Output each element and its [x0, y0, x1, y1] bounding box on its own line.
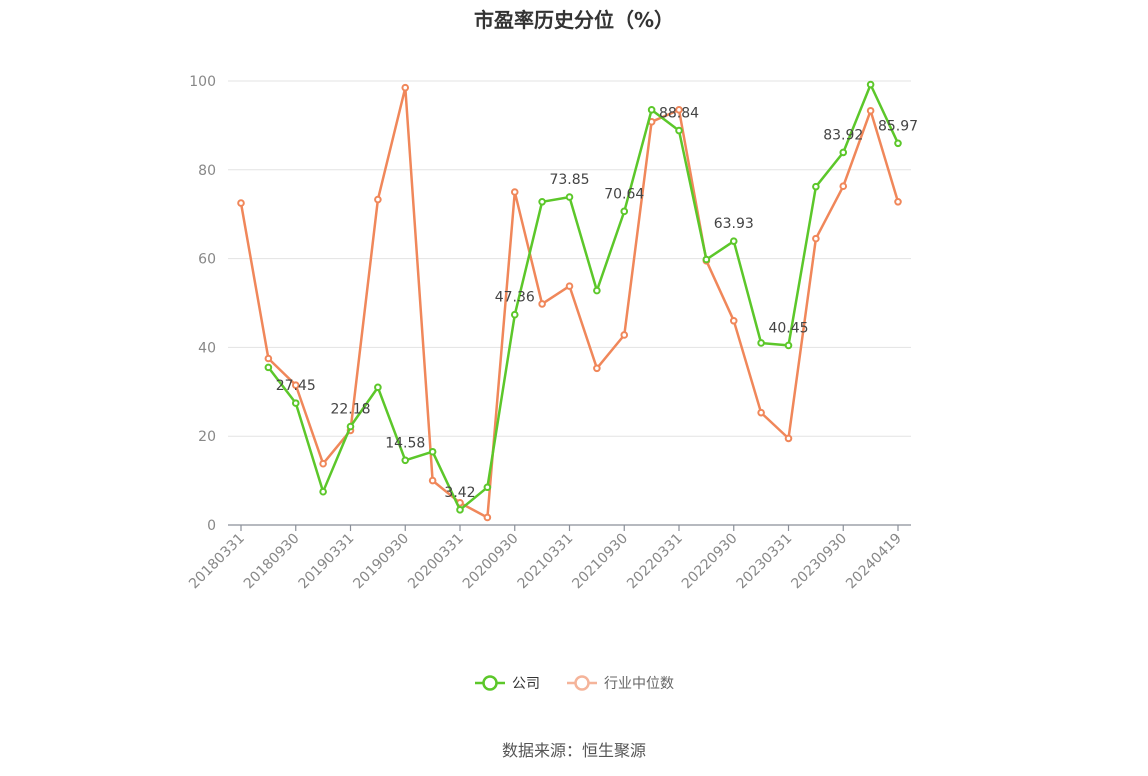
x-tick-label: 20180331: [186, 531, 248, 593]
grid-lines: [228, 80, 911, 437]
x-tick-label: 20230930: [788, 531, 850, 593]
data-label: 47.36: [495, 290, 535, 306]
industry-median-point: [237, 199, 245, 207]
data-label: 22.18: [330, 402, 370, 418]
x-tick-label: 20200930: [460, 531, 522, 593]
legend-company-marker-icon: [475, 675, 505, 691]
company-point: [784, 341, 793, 350]
y-tick-label: 40: [198, 340, 216, 356]
company-point: [839, 148, 848, 157]
legend-label-industry-median: 行业中位数: [604, 676, 674, 692]
industry-median-point: [483, 513, 492, 522]
x-tick-label: 20180930: [241, 531, 303, 593]
company-point: [319, 487, 327, 496]
data-label: 83.92: [823, 127, 863, 143]
company-point: [866, 80, 875, 89]
x-tick-label: 20220331: [624, 531, 686, 593]
data-labels: 27.45 22.18 14.58 3.42 47.36 73.85 70.64 88.84 6…: [276, 106, 918, 501]
y-tick-label: 80: [198, 163, 216, 179]
industry-median-point: [538, 300, 546, 308]
industry-median-point: [812, 234, 820, 243]
y-tick-label: 100: [189, 74, 216, 90]
industry-median-point: [757, 408, 765, 417]
industry-median-point: [894, 197, 902, 206]
industry-median-point: [620, 331, 629, 339]
company-point: [647, 106, 656, 114]
data-label: 27.45: [276, 378, 316, 394]
industry-median-point: [428, 476, 437, 485]
company-point: [456, 506, 464, 514]
industry-median-point: [729, 316, 738, 325]
data-label: 88.84: [659, 106, 699, 122]
company-point: [428, 447, 437, 456]
company-point: [346, 422, 355, 431]
industry-median-point: [374, 195, 382, 204]
industry-median-point: [839, 182, 848, 191]
company-point: [565, 193, 574, 201]
y-tick-label: 0: [207, 518, 216, 534]
data-label: 3.42: [444, 485, 475, 501]
x-tick-label: 20210331: [515, 531, 577, 593]
industry-median-point: [319, 459, 327, 468]
company-point: [291, 399, 300, 407]
company-point: [264, 363, 273, 372]
company-point: [757, 339, 765, 347]
industry-median-point: [565, 282, 574, 290]
company-point: [702, 255, 711, 264]
x-tick-label: 20210930: [569, 531, 631, 593]
x-tick-label: 20200331: [405, 531, 467, 593]
data-label: 14.58: [385, 435, 425, 451]
data-label: 70.64: [604, 186, 644, 202]
industry-median-point: [264, 354, 273, 363]
data-label: 73.85: [549, 172, 589, 188]
data-label: 40.45: [768, 320, 808, 336]
legend-item-company[interactable]: 公司: [474, 673, 540, 693]
company-point: [374, 383, 382, 392]
data-label: 85.97: [878, 118, 918, 134]
x-tick-label: 20220930: [679, 531, 741, 593]
company-point: [812, 182, 820, 191]
industry-median-point: [401, 83, 410, 92]
company-point: [620, 207, 629, 216]
industry-median-point: [675, 106, 683, 114]
x-tick-label: 20190930: [350, 531, 412, 593]
company-point: [510, 310, 519, 319]
y-tick-label: 60: [198, 252, 216, 268]
company-point: [483, 483, 492, 492]
industry-median-point: [866, 106, 875, 115]
x-tick-label: 20240419: [843, 531, 905, 593]
data-label: 63.93: [714, 216, 754, 232]
legend: 公司 行业中位数: [0, 673, 1148, 693]
x-tick-label: 20230331: [734, 531, 796, 593]
company-point: [593, 286, 601, 295]
source-note: 数据来源：恒生聚源: [501, 741, 646, 760]
legend-industry-marker-icon: [567, 675, 597, 691]
x-tick-label: 20190331: [296, 531, 358, 593]
chart-title: 市盈率历史分位（%）: [473, 8, 675, 32]
company-point: [675, 126, 683, 135]
series-lines: [237, 80, 902, 522]
company-point: [401, 456, 410, 465]
company-point: [729, 237, 738, 245]
legend-label-company: 公司: [512, 676, 540, 692]
legend-item-industry-median[interactable]: 行业中位数: [566, 673, 674, 693]
y-tick-label: 20: [198, 429, 216, 445]
industry-median-point: [510, 188, 519, 196]
company-point: [894, 139, 902, 148]
company-line: [267, 83, 900, 512]
industry-median-point: [291, 381, 300, 389]
industry-median-point: [593, 364, 601, 373]
company-point: [538, 197, 546, 206]
industry-median-point: [784, 434, 793, 443]
